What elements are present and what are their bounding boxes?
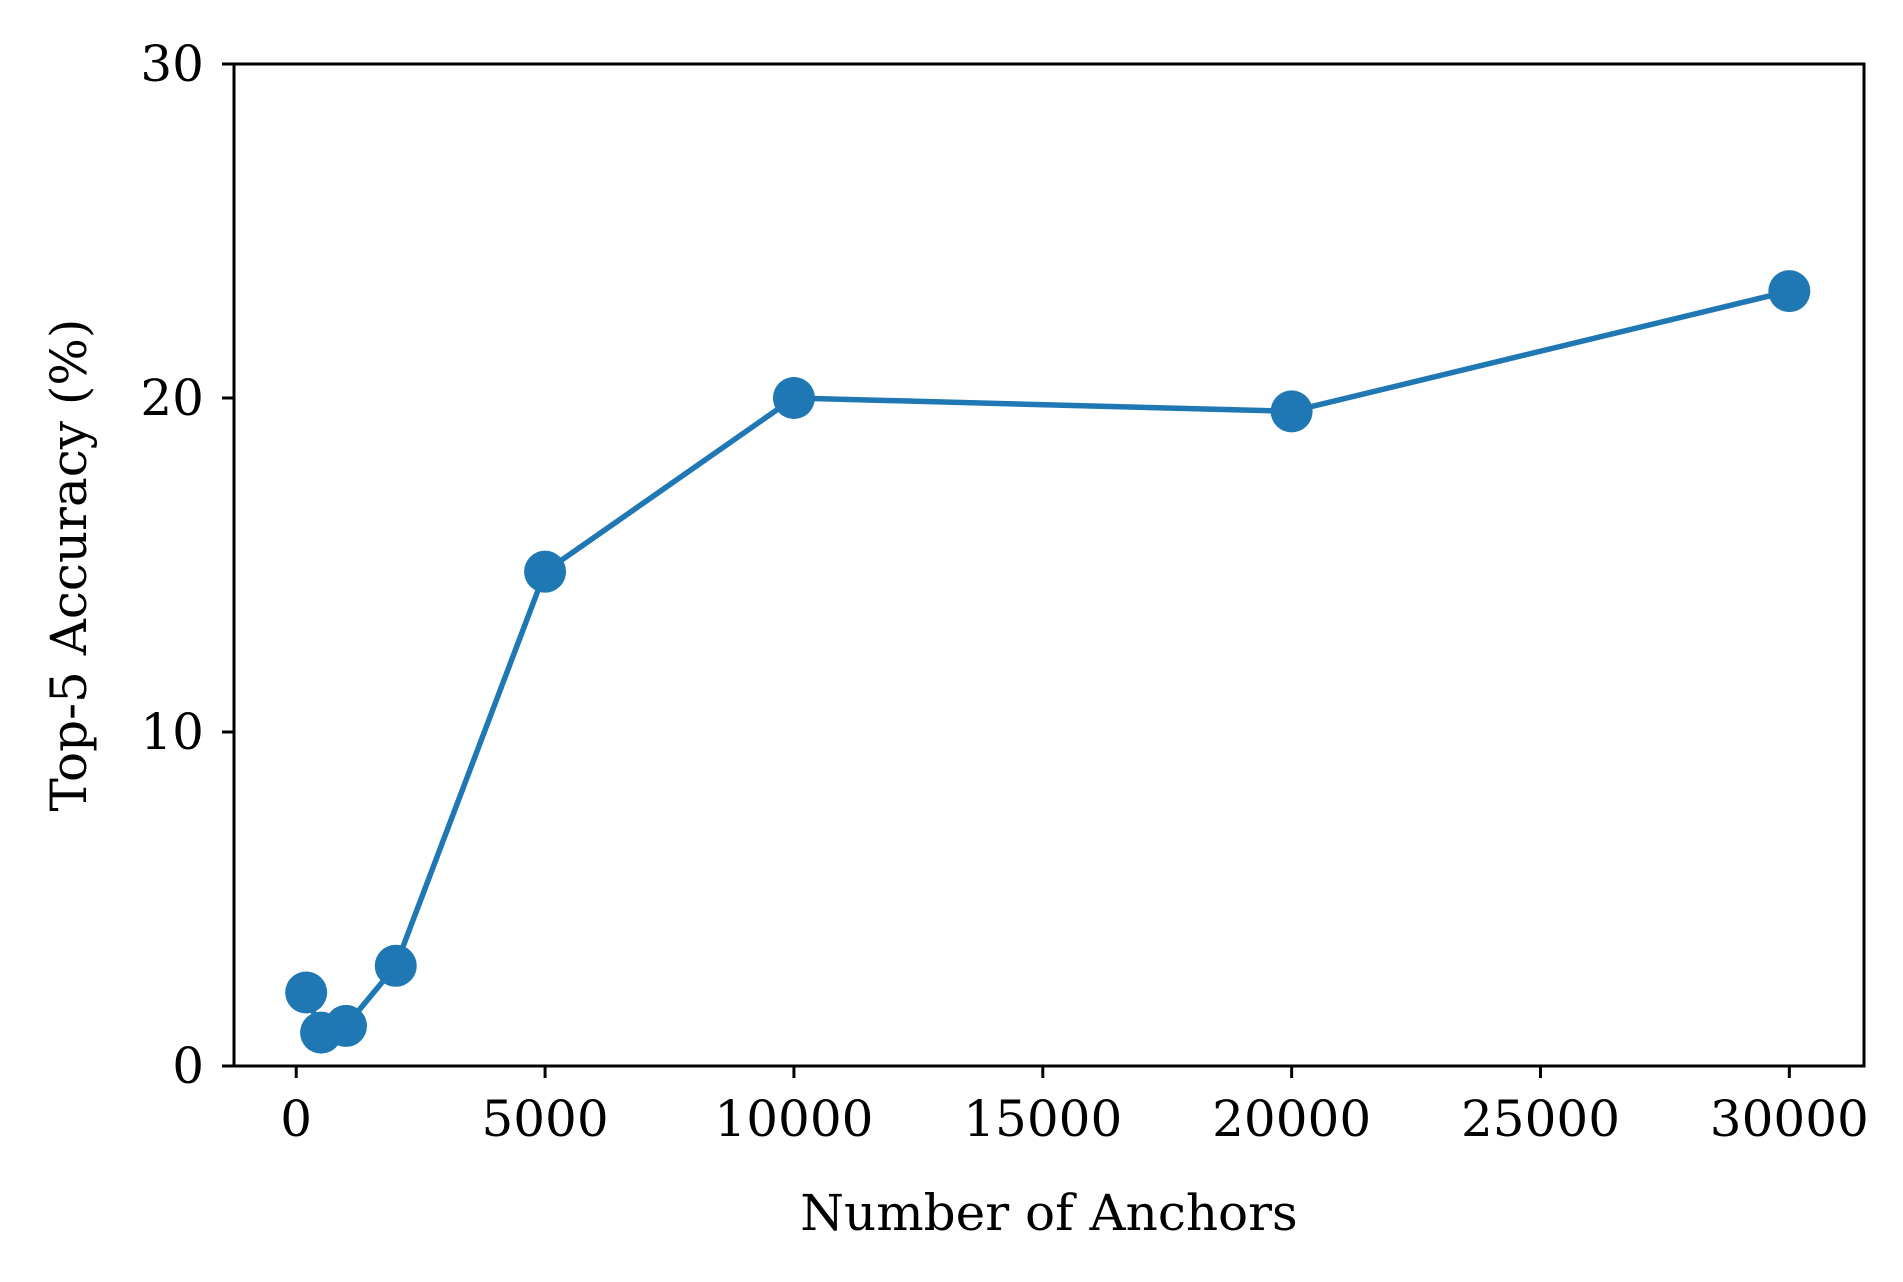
x-axis-label: Number of Anchors	[800, 1184, 1297, 1242]
y-axis-ticks: 0 10 20 30	[140, 35, 234, 1095]
y-axis-label: Top-5 Accuracy (%)	[40, 319, 98, 812]
plot-area	[234, 64, 1864, 1066]
data-point	[772, 377, 815, 419]
x-tick-label: 20000	[1212, 1090, 1371, 1148]
y-tick-label: 20	[140, 369, 204, 427]
x-tick-label: 15000	[963, 1090, 1122, 1148]
series-layer	[285, 270, 1811, 1054]
y-tick-label: 30	[140, 35, 204, 93]
data-point	[374, 944, 417, 987]
plot-frame	[232, 62, 1866, 1068]
data-point	[285, 971, 328, 1014]
y-tick-label: 10	[140, 703, 204, 761]
x-tick-label: 0	[280, 1090, 312, 1148]
x-tick-label: 5000	[481, 1090, 608, 1148]
y-tick-label: 0	[172, 1037, 204, 1095]
x-tick-label: 25000	[1461, 1090, 1620, 1148]
x-tick-label: 30000	[1710, 1090, 1869, 1148]
data-point	[324, 1004, 367, 1047]
data-point	[1768, 270, 1811, 313]
data-point	[1270, 390, 1313, 433]
data-point	[524, 550, 567, 593]
x-tick-label: 10000	[714, 1090, 873, 1148]
x-axis-ticks: 0 5000 10000 15000 20000 25000 30000	[280, 1066, 1869, 1148]
